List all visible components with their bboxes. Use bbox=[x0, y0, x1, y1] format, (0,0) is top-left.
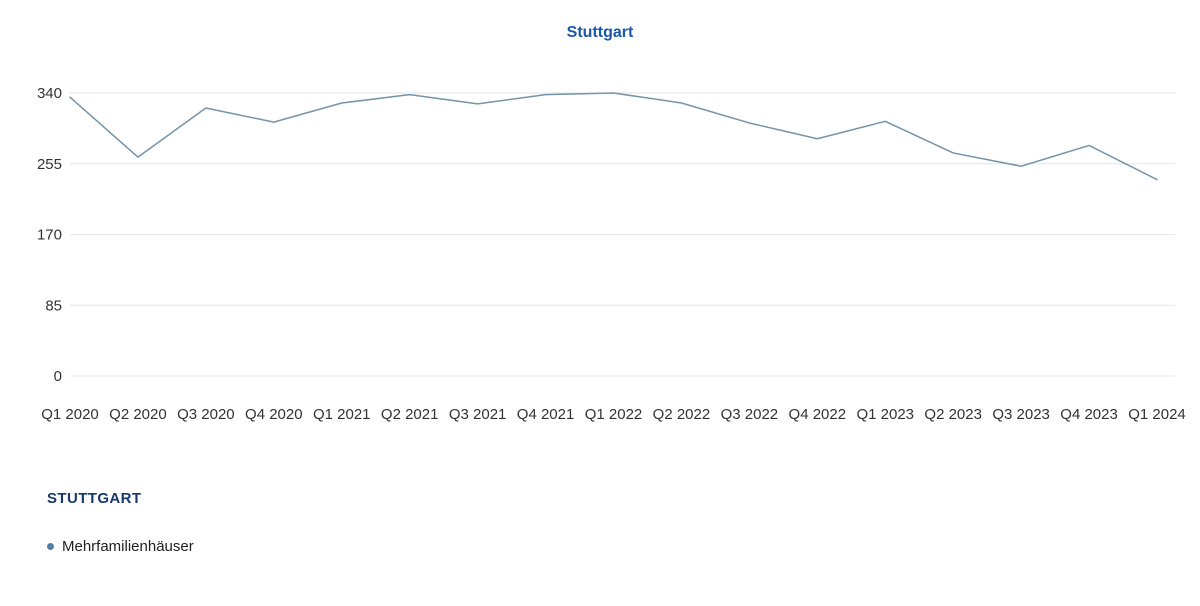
x-axis-label: Q1 2022 bbox=[585, 406, 643, 423]
x-axis-label: Q4 2021 bbox=[517, 406, 575, 423]
dot-icon bbox=[47, 543, 54, 550]
line-chart: 0 85 170 255 340 Q1 2020 Q2 2020 Q3 2020 Q4 2020… bbox=[37, 85, 1186, 423]
x-axis-label: Q1 2020 bbox=[41, 406, 99, 423]
chart-title: Stuttgart bbox=[566, 24, 634, 41]
series-line-mehrfamilienhaeuser[interactable] bbox=[69, 92, 1158, 181]
x-axis-label: Q2 2022 bbox=[653, 406, 711, 423]
x-axis-label: Q3 2020 bbox=[177, 406, 235, 423]
x-axis-label: Q3 2021 bbox=[449, 406, 507, 423]
y-axis-label: 85 bbox=[45, 297, 62, 314]
x-axis-label: Q2 2021 bbox=[381, 406, 439, 423]
x-axis-label: Q1 2023 bbox=[856, 406, 914, 423]
x-axis-label: Q4 2022 bbox=[789, 406, 847, 423]
legend-item-label: Mehrfamilienhäuser bbox=[62, 538, 194, 555]
x-axis-label: Q4 2020 bbox=[245, 406, 303, 423]
legend-group-title: STUTTGART bbox=[47, 490, 142, 507]
y-axis-label: 0 bbox=[54, 368, 62, 385]
x-axis-label: Q3 2022 bbox=[721, 406, 779, 423]
legend: STUTTGART Mehrfamilienhäuser bbox=[47, 490, 194, 555]
x-axis-label: Q3 2023 bbox=[992, 406, 1050, 423]
legend-item-mehrfamilienhaeuser[interactable]: Mehrfamilienhäuser bbox=[47, 538, 194, 555]
y-axis-label: 170 bbox=[37, 227, 62, 244]
y-axis-label: 255 bbox=[37, 156, 62, 173]
x-axis-label: Q2 2020 bbox=[109, 406, 167, 423]
y-axis-label: 340 bbox=[37, 85, 62, 102]
x-axis-label: Q1 2021 bbox=[313, 406, 371, 423]
x-axis-label: Q4 2023 bbox=[1060, 406, 1118, 423]
x-axis-label: Q1 2024 bbox=[1128, 406, 1186, 423]
x-axis-label: Q2 2023 bbox=[924, 406, 982, 423]
